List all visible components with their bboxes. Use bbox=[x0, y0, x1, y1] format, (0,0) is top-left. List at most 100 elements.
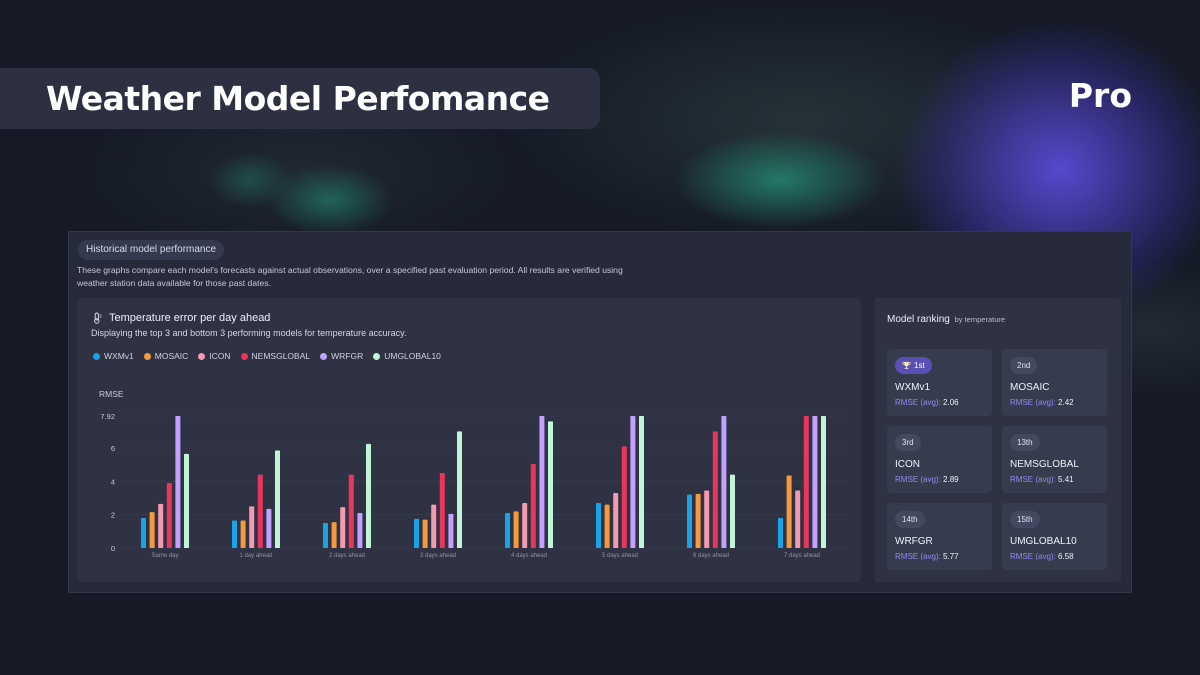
rmse-value: 5.41 bbox=[1058, 475, 1074, 484]
model-rmse: RMSE (avg): 2.06 bbox=[895, 398, 959, 407]
rank-position: 1st bbox=[914, 361, 925, 370]
bar bbox=[695, 493, 701, 548]
rmse-label: RMSE (avg): bbox=[1010, 398, 1059, 407]
bar bbox=[687, 494, 692, 548]
rmse-label: RMSE (avg): bbox=[895, 398, 944, 407]
legend-item[interactable]: WRFGR bbox=[320, 351, 363, 361]
bar bbox=[348, 474, 354, 548]
bar bbox=[141, 518, 146, 548]
bar bbox=[431, 504, 437, 548]
bar bbox=[249, 506, 255, 548]
rmse-label: RMSE (avg): bbox=[1010, 475, 1059, 484]
rmse-label: RMSE (avg): bbox=[895, 552, 944, 561]
bar bbox=[630, 416, 636, 548]
bar bbox=[812, 416, 818, 548]
model-rmse: RMSE (avg): 5.77 bbox=[895, 552, 959, 561]
model-rmse: RMSE (avg): 6.58 bbox=[1010, 552, 1074, 561]
y-tick-label: 4 bbox=[111, 477, 115, 486]
bar bbox=[505, 513, 510, 548]
chart-header: Temperature error per day ahead bbox=[91, 312, 270, 324]
model-name: NEMSGLOBAL bbox=[1010, 459, 1079, 470]
rank-badge: 1st bbox=[895, 357, 932, 374]
rank-position: 13th bbox=[1017, 438, 1033, 447]
model-name: WXMv1 bbox=[895, 382, 930, 393]
legend-item[interactable]: NEMSGLOBAL bbox=[240, 351, 310, 361]
legend-item[interactable]: UMGLOBAL10 bbox=[373, 351, 441, 361]
bar bbox=[712, 431, 718, 548]
x-tick-label: 6 days ahead bbox=[693, 553, 729, 559]
chart-legend: WXMv1 MOSAIC ICON NEMSGLOBAL WRFGR UMGLOBAL10 bbox=[93, 351, 441, 361]
chart-subtitle: Displaying the top 3 and bottom 3 perfor… bbox=[91, 328, 407, 338]
bar bbox=[604, 504, 610, 548]
ranking-tile[interactable]: 3rd ICON RMSE (avg): 2.89 bbox=[887, 426, 992, 493]
section-pill[interactable]: Historical model performance bbox=[78, 240, 225, 260]
x-tick-label: 4 days ahead bbox=[511, 553, 547, 559]
temperature-chart-card: Temperature error per day ahead Displayi… bbox=[77, 298, 861, 582]
bar bbox=[530, 463, 536, 548]
rmse-value: 6.58 bbox=[1058, 552, 1074, 561]
bar bbox=[414, 518, 419, 548]
title-banner: Weather Model Perfomance bbox=[0, 68, 600, 129]
rank-position: 3rd bbox=[902, 438, 914, 447]
ranking-tile[interactable]: 14th WRFGR RMSE (avg): 5.77 bbox=[887, 503, 992, 570]
ranking-tile[interactable]: 2nd MOSAIC RMSE (avg): 2.42 bbox=[1002, 349, 1107, 416]
bar bbox=[166, 483, 172, 548]
x-tick-label: 2 days ahead bbox=[329, 553, 365, 559]
legend-item[interactable]: WXMv1 bbox=[93, 351, 134, 361]
bar bbox=[613, 493, 619, 548]
bar bbox=[266, 508, 272, 548]
model-rmse: RMSE (avg): 2.89 bbox=[895, 475, 959, 484]
rmse-label: RMSE (avg): bbox=[895, 475, 944, 484]
bar bbox=[257, 474, 263, 548]
bar bbox=[803, 416, 809, 548]
ranking-subtitle: by temperature bbox=[954, 315, 1006, 324]
bar bbox=[721, 416, 727, 548]
bar bbox=[704, 490, 710, 548]
y-axis-label: RMSE bbox=[99, 389, 124, 399]
rmse-value: 2.42 bbox=[1058, 398, 1074, 407]
ranking-tile[interactable]: 15th UMGLOBAL10 RMSE (avg): 6.58 bbox=[1002, 503, 1107, 570]
bar bbox=[621, 446, 627, 548]
bar bbox=[730, 474, 735, 548]
y-tick-label: 6 bbox=[111, 444, 115, 453]
legend-item[interactable]: ICON bbox=[198, 351, 231, 361]
legend-swatch bbox=[240, 352, 248, 360]
bar bbox=[513, 511, 519, 548]
bar bbox=[331, 522, 337, 548]
model-name: ICON bbox=[895, 459, 920, 470]
bar bbox=[240, 520, 246, 548]
model-name: MOSAIC bbox=[1010, 382, 1050, 393]
bar bbox=[795, 490, 801, 548]
model-rmse: RMSE (avg): 5.41 bbox=[1010, 475, 1074, 484]
model-rmse: RMSE (avg): 2.42 bbox=[1010, 398, 1074, 407]
rmse-value: 2.89 bbox=[943, 475, 959, 484]
bar bbox=[275, 450, 280, 548]
bar bbox=[457, 431, 462, 548]
thermometer-icon bbox=[94, 312, 102, 324]
bar bbox=[448, 513, 454, 548]
rmse-value: 5.77 bbox=[943, 552, 959, 561]
legend-swatch bbox=[198, 352, 206, 360]
bar bbox=[184, 453, 189, 548]
rank-badge: 13th bbox=[1010, 434, 1040, 451]
performance-panel: Historical model performance These graph… bbox=[68, 231, 1132, 593]
x-tick-label: 3 days ahead bbox=[420, 553, 456, 559]
x-tick-label: Same day bbox=[151, 553, 178, 559]
ranking-tile[interactable]: 1st WXMv1 RMSE (avg): 2.06 bbox=[887, 349, 992, 416]
bar bbox=[340, 507, 346, 548]
legend-item[interactable]: MOSAIC bbox=[143, 351, 188, 361]
bar bbox=[422, 519, 428, 548]
model-name: WRFGR bbox=[895, 536, 933, 547]
section-description: These graphs compare each model's foreca… bbox=[77, 265, 623, 288]
chart-title: Temperature error per day ahead bbox=[109, 312, 271, 324]
ranking-header: Model ranking by temperature bbox=[887, 314, 1005, 325]
bar bbox=[539, 416, 545, 548]
bar bbox=[439, 473, 445, 548]
legend-swatch bbox=[93, 352, 100, 360]
bar bbox=[786, 475, 792, 548]
model-name: UMGLOBAL10 bbox=[1010, 536, 1077, 547]
y-tick-label: 0 bbox=[111, 544, 115, 553]
legend-label: WRFGR bbox=[331, 351, 364, 361]
ranking-tile[interactable]: 13th NEMSGLOBAL RMSE (avg): 5.41 bbox=[1002, 426, 1107, 493]
bar bbox=[821, 416, 826, 548]
